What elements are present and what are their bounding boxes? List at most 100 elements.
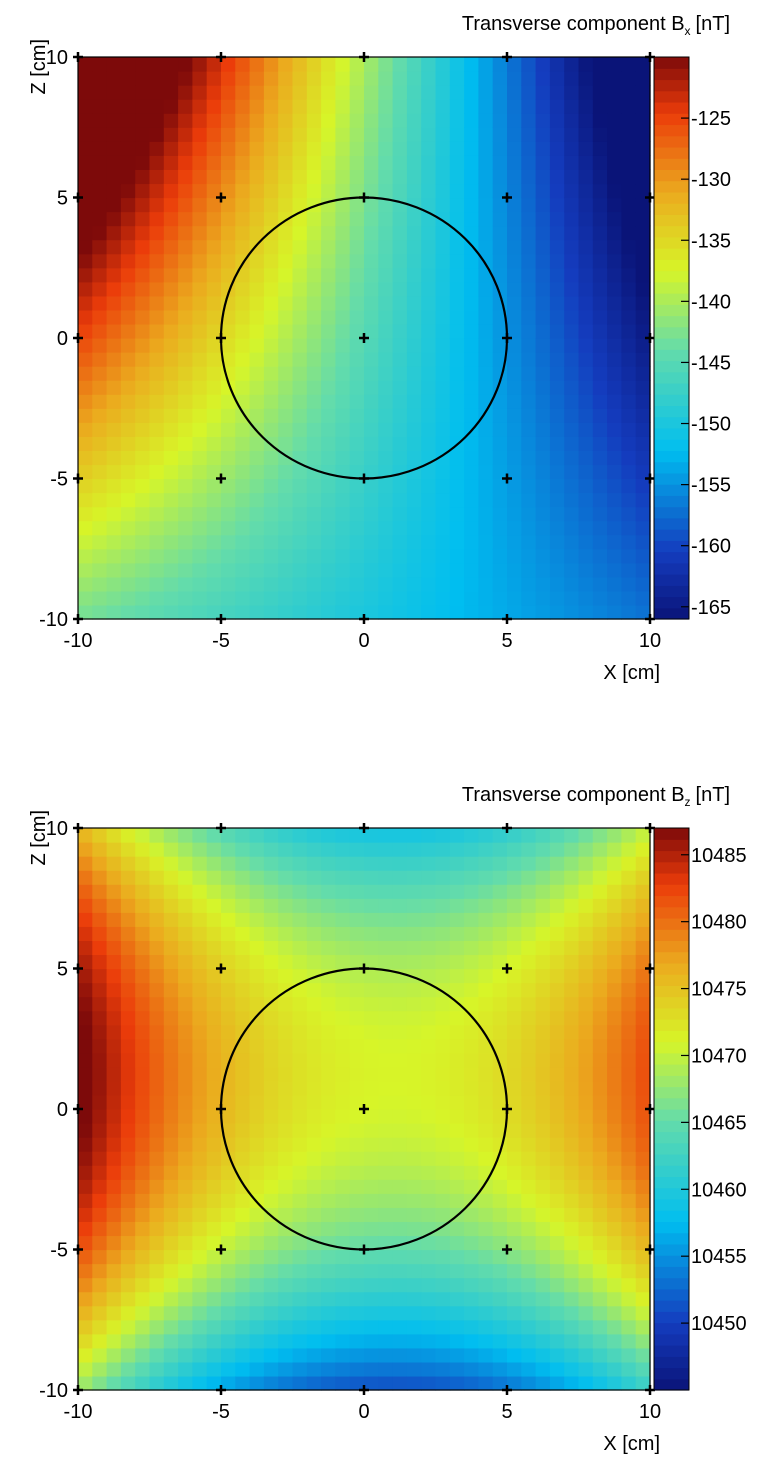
heatmap-cell xyxy=(278,492,294,508)
heatmap-cell xyxy=(349,408,365,423)
heatmap-cell xyxy=(221,1024,236,1040)
heatmap-cell xyxy=(120,1235,136,1251)
heatmap-cell xyxy=(364,71,379,86)
heatmap-cell xyxy=(535,57,551,72)
heatmap-cell xyxy=(221,506,236,522)
heatmap-cell xyxy=(378,968,394,984)
heatmap-cell xyxy=(435,590,451,606)
heatmap-cell xyxy=(507,996,522,1012)
heatmap-cell xyxy=(364,1277,379,1293)
heatmap-cell xyxy=(178,450,193,466)
colorbar-band xyxy=(654,338,689,350)
heatmap-cell xyxy=(521,1010,537,1026)
heatmap-cell xyxy=(306,898,322,913)
heatmap-cell xyxy=(607,352,622,367)
heatmap-cell xyxy=(206,155,222,170)
heatmap-cell xyxy=(621,281,637,297)
colorbar-band xyxy=(654,169,689,182)
heatmap-cell xyxy=(321,1277,336,1293)
heatmap-cell xyxy=(306,239,322,255)
heatmap-cell xyxy=(292,155,308,170)
heatmap-cell xyxy=(163,996,179,1012)
heatmap-cell xyxy=(378,127,394,142)
heatmap-cell xyxy=(306,1375,322,1391)
heatmap-cell xyxy=(535,464,551,480)
heatmap-cell xyxy=(535,1137,551,1152)
heatmap-cell xyxy=(578,1109,594,1124)
heatmap-cell xyxy=(521,842,537,857)
heatmap-cell xyxy=(549,1052,565,1068)
heatmap-cell xyxy=(378,1052,394,1068)
heatmap-cell xyxy=(120,604,136,620)
heatmap-cell xyxy=(364,366,379,381)
heatmap-cell xyxy=(607,1010,622,1026)
heatmap-cell xyxy=(149,926,165,941)
heatmap-cell xyxy=(335,548,351,564)
heatmap-cell xyxy=(206,239,222,255)
heatmap-cell xyxy=(621,1123,637,1138)
heatmap-cell xyxy=(449,506,465,522)
heatmap-cell xyxy=(521,1333,537,1349)
heatmap-cell xyxy=(535,225,551,241)
y-tick-label: 5 xyxy=(57,188,68,210)
heatmap-cell xyxy=(635,99,651,114)
heatmap-cell xyxy=(478,1277,494,1293)
heatmap-cell xyxy=(163,1249,179,1265)
heatmap-cell xyxy=(278,1066,294,1082)
heatmap-cell xyxy=(292,394,308,409)
heatmap-cell xyxy=(120,450,136,466)
heatmap-cell xyxy=(564,1024,580,1040)
heatmap-cell xyxy=(478,338,494,353)
heatmap-cell xyxy=(378,295,394,311)
heatmap-cell xyxy=(492,464,508,480)
heatmap-cell xyxy=(192,492,208,508)
measurement-point xyxy=(645,1244,655,1255)
heatmap-cell xyxy=(621,141,637,156)
heatmap-cell xyxy=(206,1207,222,1222)
heatmap-cell xyxy=(335,842,351,857)
heatmap-cell xyxy=(421,1123,437,1138)
heatmap-cell xyxy=(449,982,465,998)
heatmap-cell xyxy=(120,422,136,437)
heatmap-cell xyxy=(478,1249,494,1265)
heatmap-cell xyxy=(92,912,108,927)
heatmap-cell xyxy=(263,828,279,843)
heatmap-cell xyxy=(149,85,165,100)
heatmap-cell xyxy=(607,464,622,480)
heatmap-cell xyxy=(249,408,265,423)
heatmap-cell xyxy=(306,1207,322,1222)
heatmap-cell xyxy=(521,113,537,128)
heatmap-cell xyxy=(221,1080,236,1096)
heatmap-cell xyxy=(78,982,93,998)
heatmap-cell xyxy=(635,113,651,128)
heatmap-cell xyxy=(621,870,637,885)
heatmap-cell xyxy=(321,1137,336,1152)
heatmap-cell xyxy=(349,380,365,395)
heatmap-cell xyxy=(364,1193,379,1208)
heatmap-cell xyxy=(135,898,151,913)
heatmap-cell xyxy=(349,884,365,899)
heatmap-cell xyxy=(249,267,265,283)
heatmap-cell xyxy=(221,1109,236,1124)
heatmap-cell xyxy=(278,1052,294,1068)
heatmap-cell xyxy=(178,338,193,353)
heatmap-cell xyxy=(464,842,479,857)
heatmap-cell xyxy=(535,548,551,564)
heatmap-cell xyxy=(335,267,351,283)
heatmap-cell xyxy=(178,155,193,170)
heatmap-cell xyxy=(192,99,208,114)
x-axis-label: X [cm] xyxy=(603,1433,660,1455)
heatmap-cell xyxy=(306,996,322,1012)
heatmap-cell xyxy=(549,408,565,423)
heatmap-cell xyxy=(507,141,522,156)
heatmap-cell xyxy=(492,155,508,170)
heatmap-cell xyxy=(421,352,437,367)
heatmap-cell xyxy=(478,1137,494,1152)
heatmap-cell xyxy=(321,478,336,494)
heatmap-cell xyxy=(364,1038,379,1054)
heatmap-cell xyxy=(507,113,522,128)
heatmap-cell xyxy=(106,1024,122,1040)
heatmap-cell xyxy=(249,338,265,353)
heatmap-cell xyxy=(492,940,508,956)
heatmap-cell xyxy=(235,85,251,100)
